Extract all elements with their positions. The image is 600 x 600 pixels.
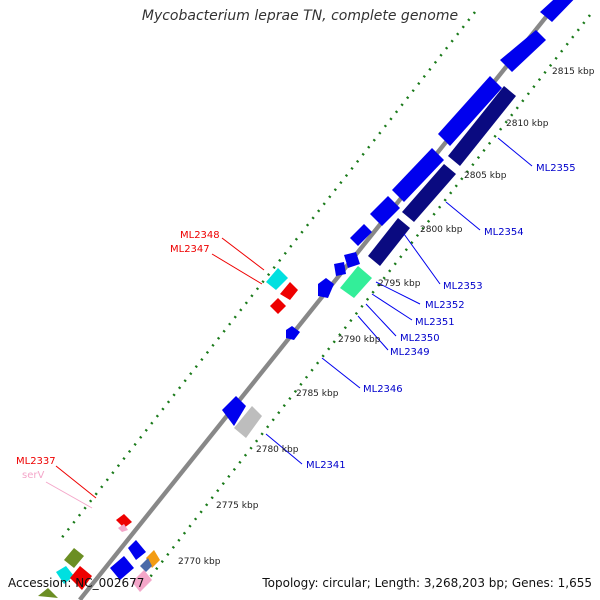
gene-label-ml2346: ML2346 <box>363 384 403 395</box>
leader-ml2355 <box>497 137 533 167</box>
gene-ml2348-cyan <box>266 268 288 290</box>
tick-label: 2815 kbp <box>552 67 595 77</box>
gene-ml2341-blue <box>222 396 246 426</box>
accession-text: Accession: NC_002677 <box>8 576 145 590</box>
gene-blue-olive <box>140 558 152 572</box>
gene-label-ml2353: ML2353 <box>443 281 483 292</box>
leader-ml2349 <box>357 315 389 351</box>
gene-blue-7 <box>334 262 346 276</box>
gene-red-2 <box>270 298 286 314</box>
tick-label: 2785 kbp <box>296 389 339 399</box>
tick-label: 2770 kbp <box>178 557 221 567</box>
gene-label-ml2355: ML2355 <box>536 163 576 174</box>
leader-serv <box>45 481 93 509</box>
gene-label-ml2354: ML2354 <box>484 227 524 238</box>
gene-cyan-low <box>56 566 74 584</box>
leader-ml2347 <box>211 253 263 285</box>
gene-ml2337-red <box>116 514 132 528</box>
leader-ml2337 <box>55 465 97 499</box>
gene-ml2355 <box>448 86 516 166</box>
forward-genes <box>110 0 574 580</box>
leader-ml2353 <box>403 233 441 285</box>
gene-pink-small <box>118 524 128 532</box>
gene-label-ml2347: ML2347 <box>170 244 210 255</box>
gene-labels-right: ML2355 ML2354 ML2353 ML2352 ML2351 ML235… <box>306 163 576 471</box>
leader-ml2348 <box>221 237 265 271</box>
gene-blue-3 <box>392 148 444 202</box>
gene-label-ml2337: ML2337 <box>16 456 56 467</box>
gene-labels-left: ML2348 ML2347 ML2337 serV <box>16 230 220 481</box>
gene-blue-low-1 <box>128 540 146 560</box>
leader-ml2352 <box>375 281 421 305</box>
leader-ml2350 <box>365 303 397 337</box>
gene-pink-low <box>132 570 152 592</box>
gene-label-serv: serV <box>22 470 44 481</box>
tick-label: 2780 kbp <box>256 445 299 455</box>
leader-ml2341 <box>265 433 303 465</box>
tick-label: 2810 kbp <box>506 119 549 129</box>
topology-text: Topology: circular; Length: 3,268,203 bp… <box>262 576 592 590</box>
tick-label: 2790 kbp <box>338 335 381 345</box>
leader-ml2354 <box>445 201 481 231</box>
gene-blue-5 <box>350 224 372 246</box>
gene-blue-9 <box>286 326 300 340</box>
gene-ml2352-mint <box>340 266 372 298</box>
gene-label-ml2351: ML2351 <box>415 317 455 328</box>
gene-blue-1 <box>500 30 546 72</box>
gene-olive-1 <box>64 548 84 568</box>
tick-label: 2795 kbp <box>378 279 421 289</box>
tick-labels: 2770 kbp 2775 kbp 2780 kbp 2785 kbp 2790… <box>178 67 595 567</box>
gene-label-ml2341: ML2341 <box>306 460 346 471</box>
gene-blue-2 <box>438 76 502 146</box>
gene-blue-6 <box>344 252 360 268</box>
map-title: Mycobacterium leprae TN, complete genome <box>141 8 459 24</box>
gene-red-low <box>70 566 92 590</box>
navy-genes <box>368 86 516 266</box>
gene-ml2356 <box>540 0 574 22</box>
gene-blue-4 <box>370 196 400 226</box>
gene-grey <box>234 406 262 438</box>
gene-label-ml2350: ML2350 <box>400 333 440 344</box>
gene-blue-low-2 <box>110 556 134 580</box>
gene-ml2347-red <box>280 282 298 300</box>
leader-ml2351 <box>371 293 413 321</box>
outer-tick-track-right <box>139 14 591 591</box>
outer-tick-track-left <box>59 11 476 541</box>
leader-ml2346 <box>321 357 361 389</box>
tick-label: 2800 kbp <box>420 225 463 235</box>
gene-ml2353 <box>368 218 410 266</box>
gene-label-ml2352: ML2352 <box>425 300 465 311</box>
gene-blue-8 <box>318 278 334 298</box>
tick-label: 2805 kbp <box>464 171 507 181</box>
gene-label-ml2349: ML2349 <box>390 347 430 358</box>
label-leaders-right <box>265 137 533 465</box>
tick-label: 2775 kbp <box>216 501 259 511</box>
gene-ml2354 <box>402 164 456 222</box>
gene-olive-2 <box>38 588 58 598</box>
gene-label-ml2348: ML2348 <box>180 230 220 241</box>
